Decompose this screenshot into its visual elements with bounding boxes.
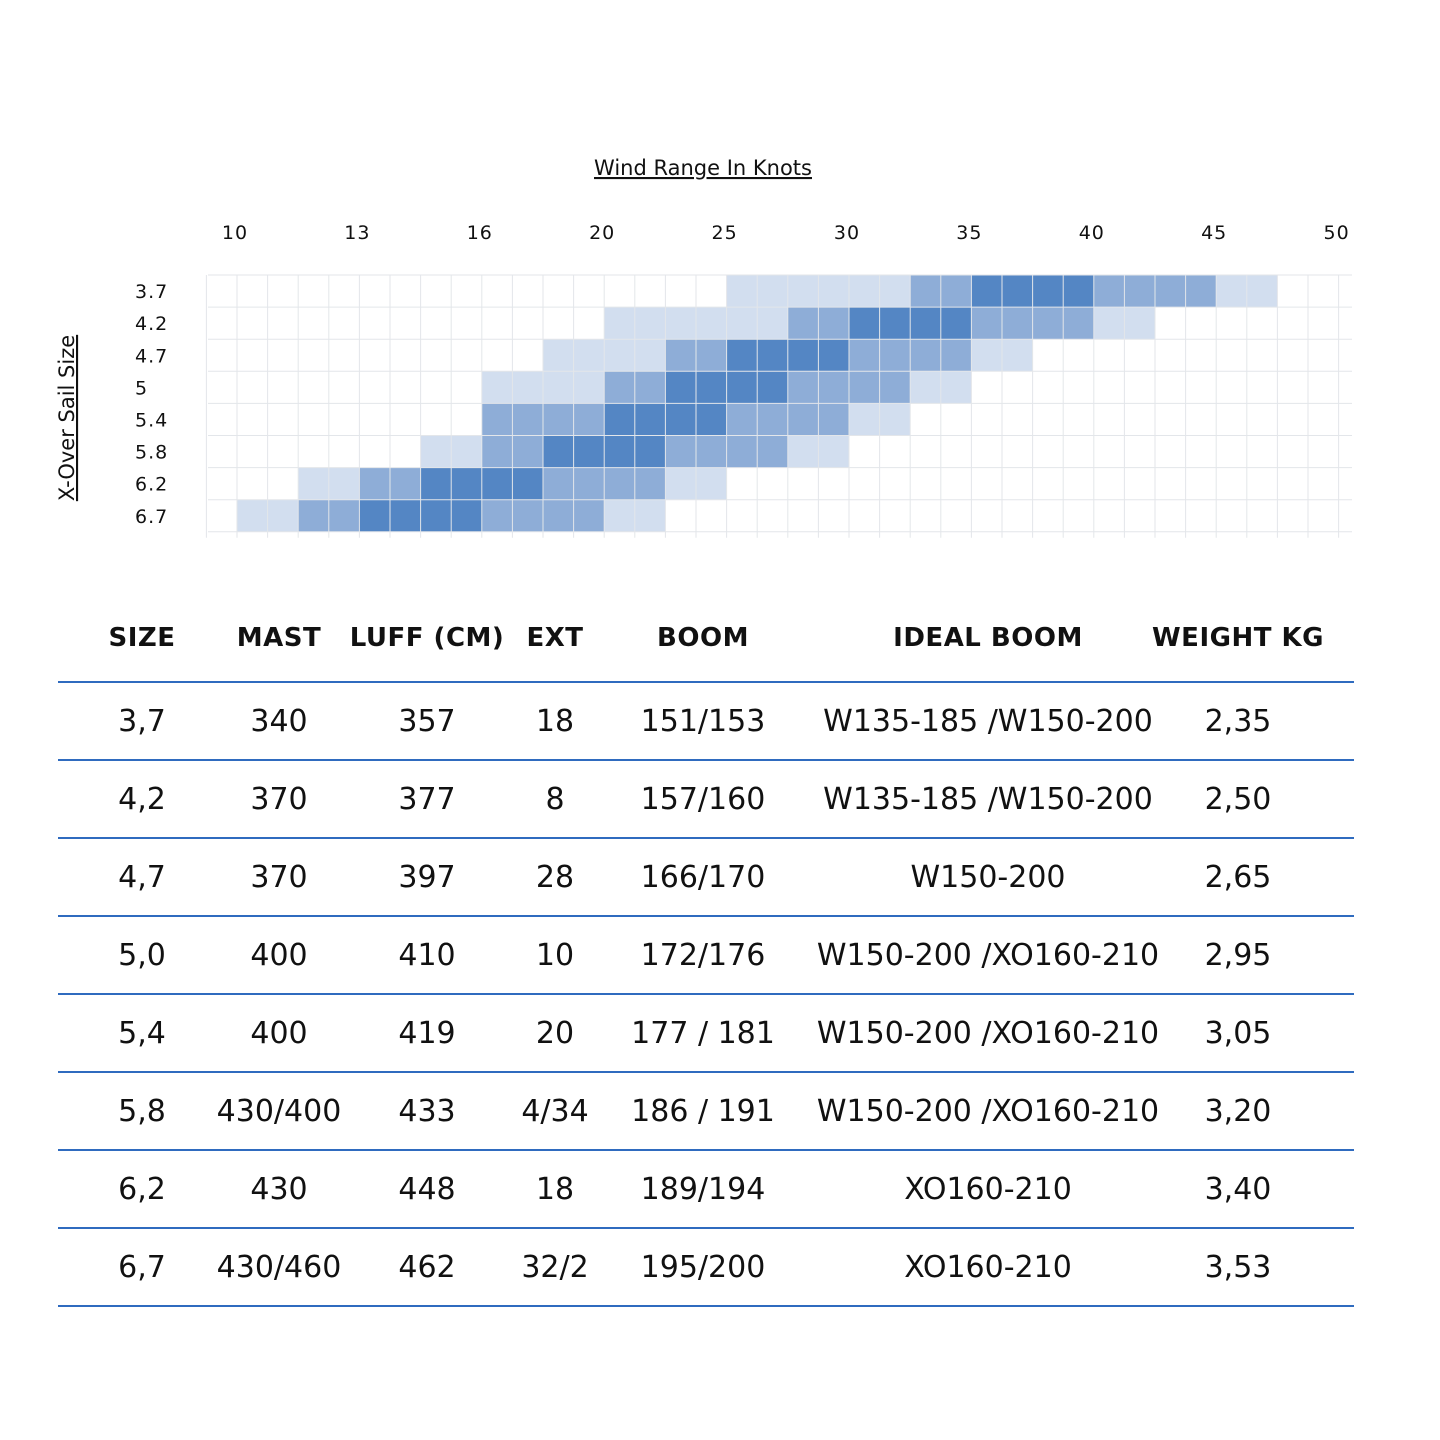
luff-cell: 433 [398,1093,456,1129]
ext-cell: 32/2 [521,1249,589,1285]
ext-header: EXT [526,622,584,653]
table-row: 5,4 400 419 20 177 / 181 W150-200 /XO160-210 3… [58,995,1354,1073]
weight-cell: 2,35 [1204,703,1272,739]
ext-cell: 18 [535,703,575,739]
weight-cell: 2,95 [1204,937,1272,973]
size-cell: 3,7 [118,703,166,739]
y-tick-label: 5 [135,377,148,399]
luff-cell: 448 [398,1171,456,1207]
size-cell: 4,7 [118,859,166,895]
x-tick-label: 16 [467,222,493,244]
size-cell: 5,8 [118,1093,166,1129]
ideal-boom-header: IDEAL BOOM [893,622,1083,653]
boom-cell: 195/200 [640,1249,766,1285]
mast-cell: 430/460 [216,1249,342,1285]
chart-title: Wind Range In Knots [594,156,812,180]
table-row: 4,7 370 397 28 166/170 W150-200 2,65 [58,839,1354,917]
boom-cell: 151/153 [640,703,766,739]
boom-cell: 172/176 [640,937,766,973]
luff-cell: 410 [398,937,456,973]
x-tick-label: 30 [834,222,860,244]
weight-cell: 2,50 [1204,781,1272,817]
table-header-row: SIZE MAST LUFF (CM) EXT BOOM IDEAL BOOM WEIGHT… [58,598,1354,683]
luff-cell: 419 [398,1015,456,1051]
luff-cell: 357 [398,703,456,739]
y-tick-label: 5.8 [135,442,168,464]
x-tick-label: 45 [1201,222,1227,244]
ext-cell: 20 [535,1015,575,1051]
ideal-boom-cell: W150-200 /XO160-210 [816,1093,1160,1129]
size-header: SIZE [108,622,176,653]
y-tick-label: 3.7 [135,281,168,303]
boom-header: BOOM [657,622,749,653]
y-axis-label: X-Over Sail Size [55,335,79,501]
table-row: 5,8 430/400 433 4/34 186 / 191 W150-200 /XO16… [58,1073,1354,1151]
x-tick-label: 10 [222,222,248,244]
ideal-boom-cell: XO160-210 [904,1249,1072,1285]
weight-cell: 2,65 [1204,859,1272,895]
boom-cell: 186 / 191 [631,1093,775,1129]
ideal-boom-cell: W150-200 [910,859,1066,895]
y-tick-labels: 3.7 4.2 4.7 5 5.4 5.8 6.2 6.7 [135,281,168,528]
y-tick-label: 4.2 [135,313,168,335]
ideal-boom-cell: W150-200 /XO160-210 [816,1015,1160,1051]
y-tick-label: 6.7 [135,506,168,528]
weight-cell: 3,05 [1204,1015,1272,1051]
mast-cell: 400 [250,1015,308,1051]
mast-cell: 370 [250,859,308,895]
ext-cell: 10 [535,937,575,973]
x-tick-label: 35 [956,222,982,244]
table-row: 5,0 400 410 10 172/176 W150-200 /XO160-210 2,9… [58,917,1354,995]
mast-cell: 370 [250,781,308,817]
mast-cell: 430 [250,1171,308,1207]
size-cell: 5,4 [118,1015,166,1051]
mast-cell: 400 [250,937,308,973]
ideal-boom-cell: W135-185 /W150-200 [823,781,1153,817]
y-tick-label: 6.2 [135,474,168,496]
mast-cell: 340 [250,703,308,739]
weight-cell: 3,40 [1204,1171,1272,1207]
ideal-boom-cell: XO160-210 [904,1171,1072,1207]
table-row: 6,7 430/460 462 32/2 195/200 XO160-210 3,53 [58,1229,1354,1307]
ext-cell: 4/34 [521,1093,589,1129]
mast-header: MAST [236,622,322,653]
ideal-boom-cell: W150-200 /XO160-210 [816,937,1160,973]
luff-cell: 397 [398,859,456,895]
x-tick-label: 25 [712,222,738,244]
size-cell: 5,0 [118,937,166,973]
table-row: 3,7 340 357 18 151/153 W135-185 /W150-200 2,35 [58,683,1354,761]
x-tick-label: 13 [344,222,370,244]
x-tick-label: 50 [1324,222,1350,244]
y-tick-label: 4.7 [135,345,168,367]
boom-cell: 189/194 [640,1171,766,1207]
wind-range-heatmap: Wind Range In Knots X-Over Sail Size 10 1… [55,156,1352,538]
ext-cell: 18 [535,1171,575,1207]
luff-cell: 377 [398,781,456,817]
ext-cell: 8 [545,781,565,817]
boom-cell: 157/160 [640,781,766,817]
weight-header: WEIGHT KG [1152,622,1324,653]
y-tick-label: 5.4 [135,409,168,431]
weight-cell: 3,20 [1204,1093,1272,1129]
table-body: 3,7 340 357 18 151/153 W135-185 /W150-200 2,35… [58,683,1354,1307]
luff-cell: 462 [398,1249,456,1285]
size-cell: 6,7 [118,1249,166,1285]
table-row: 6,2 430 448 18 189/194 XO160-210 3,40 [58,1151,1354,1229]
x-tick-label: 40 [1079,222,1105,244]
boom-cell: 177 / 181 [631,1015,775,1051]
luff-header: LUFF (CM) [349,622,505,653]
size-cell: 4,2 [118,781,166,817]
ideal-boom-cell: W135-185 /W150-200 [823,703,1153,739]
weight-cell: 3,53 [1204,1249,1272,1285]
sail-spec-table: SIZE MAST LUFF (CM) EXT BOOM IDEAL BOOM WEIGHT… [58,598,1354,1307]
table-row: 4,2 370 377 8 157/160 W135-185 /W150-200 2,50 [58,761,1354,839]
mast-cell: 430/400 [216,1093,342,1129]
ext-cell: 28 [535,859,575,895]
boom-cell: 166/170 [640,859,766,895]
x-tick-labels: 10 13 16 20 25 30 35 40 45 50 [222,222,1350,244]
size-cell: 6,2 [118,1171,166,1207]
heatmap-grid [205,274,1352,538]
x-tick-label: 20 [589,222,615,244]
